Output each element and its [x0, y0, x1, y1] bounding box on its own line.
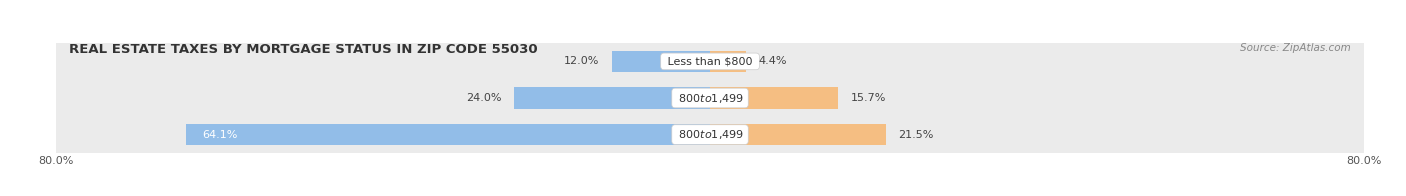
Bar [56, 80, 1364, 116]
Text: 21.5%: 21.5% [898, 130, 934, 140]
Text: $800 to $1,499: $800 to $1,499 [675, 128, 745, 141]
Bar [186, 124, 710, 145]
Bar [710, 51, 747, 72]
Bar [515, 87, 710, 109]
Bar [56, 116, 1364, 153]
Text: Source: ZipAtlas.com: Source: ZipAtlas.com [1240, 43, 1351, 53]
Bar [56, 43, 1364, 80]
Text: 64.1%: 64.1% [202, 130, 238, 140]
Text: 12.0%: 12.0% [564, 56, 600, 66]
Text: 4.4%: 4.4% [758, 56, 787, 66]
Text: 15.7%: 15.7% [851, 93, 886, 103]
Bar [710, 87, 838, 109]
Bar [612, 51, 710, 72]
Text: REAL ESTATE TAXES BY MORTGAGE STATUS IN ZIP CODE 55030: REAL ESTATE TAXES BY MORTGAGE STATUS IN … [69, 43, 538, 56]
Text: $800 to $1,499: $800 to $1,499 [675, 92, 745, 104]
Text: Less than $800: Less than $800 [664, 56, 756, 66]
Text: 24.0%: 24.0% [467, 93, 502, 103]
Bar [710, 124, 886, 145]
